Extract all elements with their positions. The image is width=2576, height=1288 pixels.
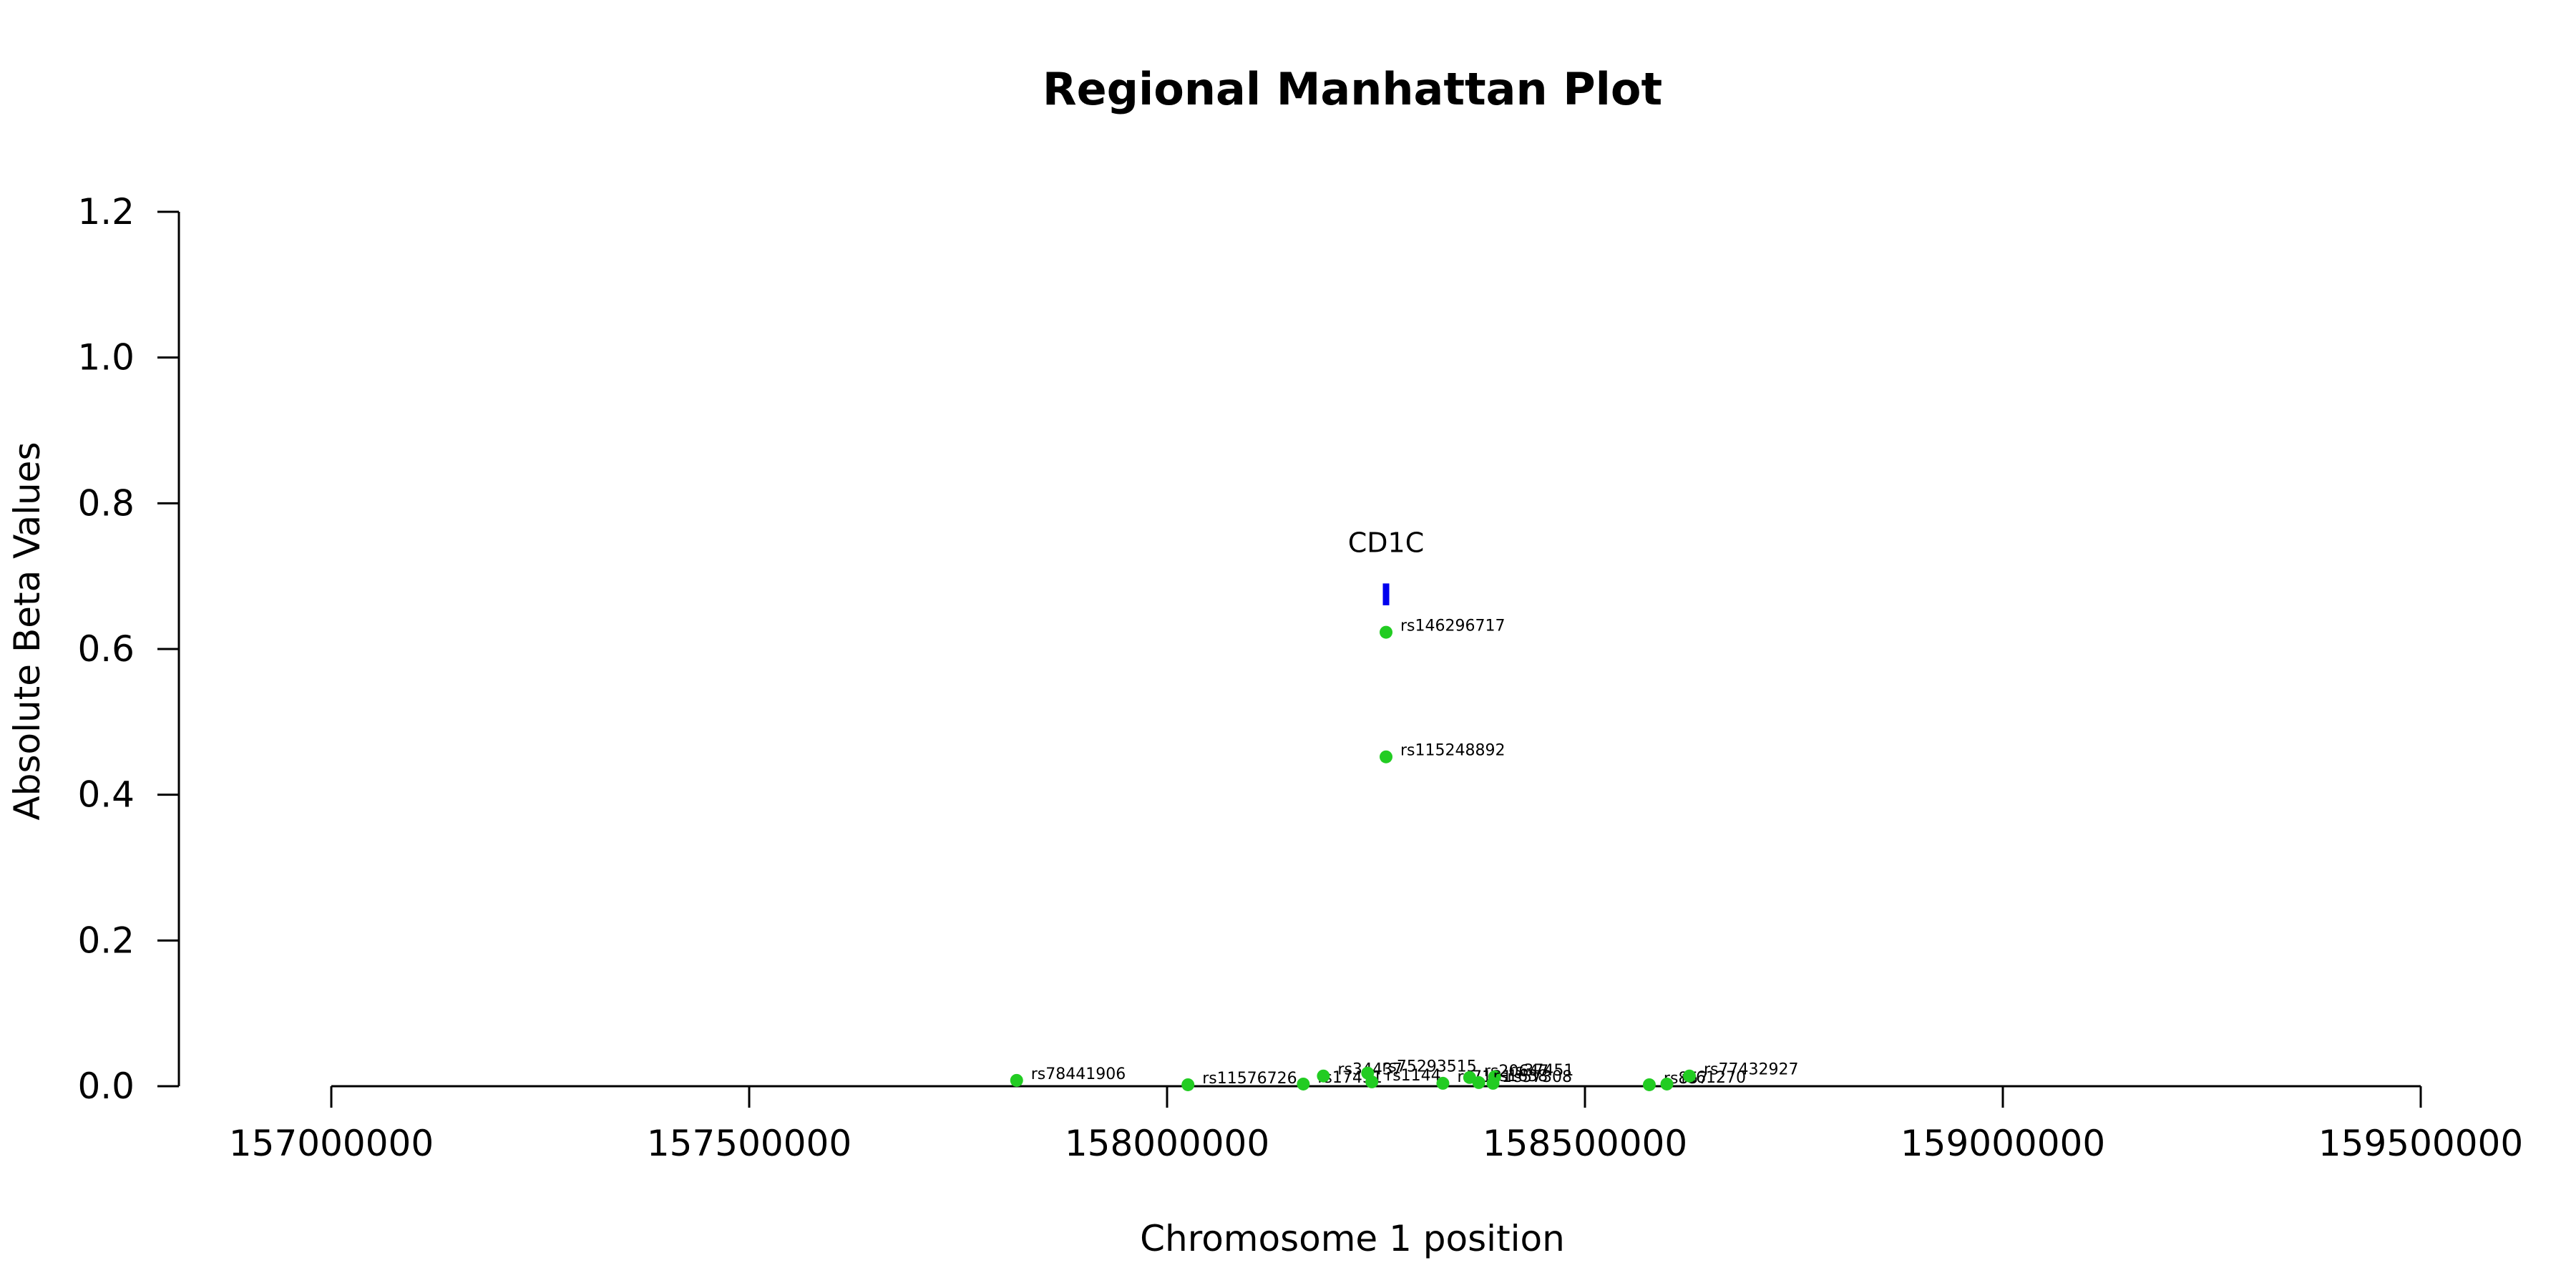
snp-point bbox=[1380, 625, 1393, 639]
snp-label: rs1638 bbox=[1493, 1068, 1548, 1085]
y-tick-label: 1.2 bbox=[77, 191, 135, 233]
snp-label: rs57308 bbox=[1508, 1068, 1573, 1086]
x-tick-label: 157500000 bbox=[647, 1123, 852, 1164]
y-tick-label: 0.8 bbox=[77, 482, 135, 524]
y-tick-label: 0.2 bbox=[77, 919, 135, 961]
snp-point bbox=[1365, 1075, 1379, 1088]
snp-point bbox=[1317, 1069, 1330, 1083]
x-tick-label: 159000000 bbox=[1901, 1123, 2105, 1164]
snp-label: rs11576726 bbox=[1202, 1070, 1297, 1088]
snp-label: rs115248892 bbox=[1400, 742, 1505, 760]
x-tick-label: 158500000 bbox=[1483, 1123, 1687, 1164]
snp-label: rs146296717 bbox=[1400, 618, 1505, 635]
chart-title: Regional Manhattan Plot bbox=[1043, 63, 1662, 115]
points-layer: rs78441906rs11576726rs17451rs34437rs7529… bbox=[1010, 618, 1798, 1091]
snp-label: rs37451 bbox=[1509, 1062, 1574, 1080]
snp-label: rs1144 bbox=[1386, 1067, 1441, 1085]
snp-label: rs75293515 bbox=[1382, 1058, 1476, 1076]
x-axis-label: Chromosome 1 position bbox=[1140, 1218, 1565, 1259]
snp-point bbox=[1642, 1078, 1656, 1091]
x-tick-label: 157000000 bbox=[229, 1123, 434, 1164]
snp-point bbox=[1486, 1076, 1500, 1090]
axes: 0.0 0.2 0.4 0.6 0.8 1.0 1.2 157000000 157500000 1… bbox=[77, 191, 2523, 1164]
snp-point bbox=[1181, 1078, 1195, 1091]
snp-point bbox=[1010, 1073, 1023, 1087]
y-tick-label: 0.4 bbox=[77, 774, 135, 816]
x-tick-label: 158000000 bbox=[1065, 1123, 1269, 1164]
y-tick-label: 0.0 bbox=[77, 1065, 135, 1107]
gene-layer: CD1C bbox=[1348, 527, 1425, 605]
snp-point bbox=[1380, 750, 1393, 763]
gene-label: CD1C bbox=[1348, 527, 1425, 558]
x-tick-label: 159500000 bbox=[2318, 1123, 2523, 1164]
snp-point bbox=[1297, 1077, 1310, 1091]
y-axis-label: Absolute Beta Values bbox=[6, 442, 48, 821]
y-tick-label: 1.0 bbox=[77, 337, 135, 379]
snp-point bbox=[1660, 1077, 1674, 1091]
snp-label: rs77432927 bbox=[1704, 1061, 1798, 1079]
snp-point bbox=[1436, 1076, 1450, 1090]
snp-point bbox=[1472, 1075, 1485, 1089]
y-tick-label: 0.6 bbox=[77, 628, 135, 670]
snp-point bbox=[1683, 1069, 1696, 1083]
snp-label: rs78441906 bbox=[1031, 1065, 1126, 1083]
